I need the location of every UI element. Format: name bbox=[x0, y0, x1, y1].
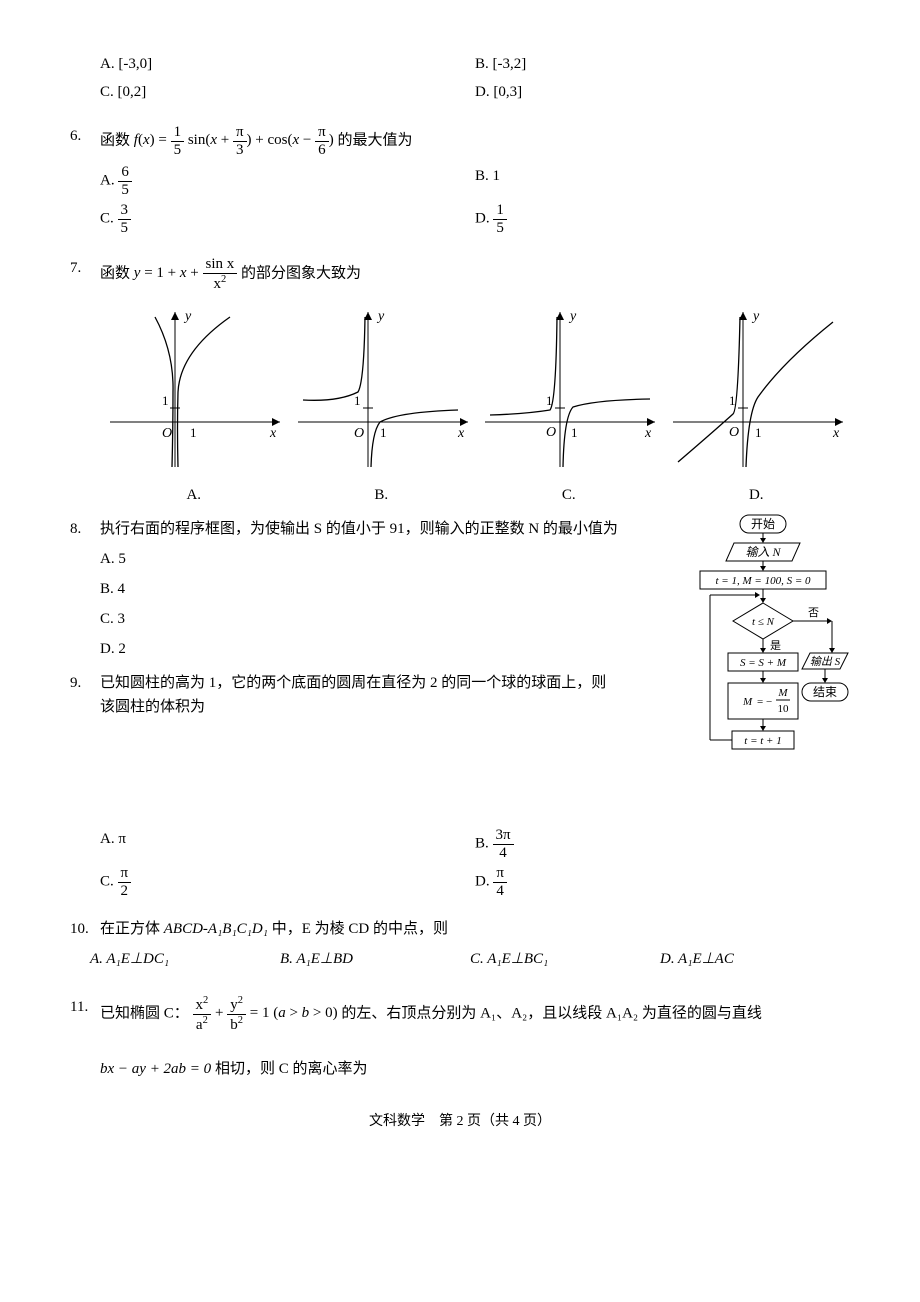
q5-choice-a: A. [-3,0] bbox=[100, 52, 475, 76]
q8: 8. 执行右面的程序框图，为使输出 S 的值小于 91，则输入的正整数 N 的最… bbox=[70, 517, 674, 541]
q7-graph-d: x y O 1 1 bbox=[663, 302, 851, 477]
q10: 10. 在正方体 ABCD-A₁B₁C₁D₁ 中，E 为棱 CD 的中点，则 bbox=[70, 917, 850, 941]
q8-num: 8. bbox=[70, 517, 100, 541]
q9-choice-a: A. π bbox=[100, 827, 475, 861]
svg-text:O: O bbox=[729, 425, 739, 440]
q9-stem-l1: 已知圆柱的高为 1，它的两个底面的圆周在直径为 2 的同一个球的球面上，则 bbox=[100, 671, 674, 695]
svg-text:1: 1 bbox=[354, 393, 361, 408]
q5-choice-b: B. [-3,2] bbox=[475, 52, 850, 76]
q7-labels: A. B. C. D. bbox=[100, 483, 850, 507]
q5-choice-c: C. [0,2] bbox=[100, 80, 475, 104]
q11: 11. 已知椭圆 C： x2a2 + y2b2 = 1 (a > b > 0) … bbox=[70, 995, 850, 1033]
svg-text:x: x bbox=[832, 426, 840, 441]
q7: 7. 函数 y = 1 + x + sin xx2 的部分图象大致为 bbox=[70, 256, 850, 292]
svg-text:x: x bbox=[644, 426, 652, 441]
fc-step3: t = t + 1 bbox=[744, 735, 781, 747]
fc-init: t = 1, M = 100, S = 0 bbox=[716, 575, 811, 587]
q5-choice-d: D. [0,3] bbox=[475, 80, 850, 104]
svg-text:y: y bbox=[751, 309, 760, 324]
q7-graphs: x y O 1 1 x y O 1 1 x y O 1 1 bbox=[100, 302, 850, 477]
q5-choices: A. [-3,0] B. [-3,2] C. [0,2] D. [0,3] bbox=[100, 50, 850, 106]
svg-text:1: 1 bbox=[755, 425, 762, 440]
q8-choice-d: D. 2 bbox=[100, 637, 674, 661]
q10-choice-a: A. A₁E⊥DC₁ bbox=[90, 947, 280, 971]
q7-graph-b: x y O 1 1 bbox=[288, 302, 476, 477]
q6-choices: A. 65 B. 1 C. 35 D. 15 bbox=[100, 162, 850, 238]
q8-stem: 执行右面的程序框图，为使输出 S 的值小于 91，则输入的正整数 N 的最小值为 bbox=[100, 521, 618, 537]
q9-choice-c: C. π2 bbox=[100, 865, 475, 899]
svg-text:x: x bbox=[457, 426, 465, 441]
q11-line2: bx − ay + 2ab = 0 相切，则 C 的离心率为 bbox=[100, 1057, 850, 1081]
q8-choices: A. 5 B. 4 C. 3 D. 2 bbox=[100, 547, 674, 661]
q10-choice-d: D. A₁E⊥AC bbox=[660, 947, 850, 971]
q10-choice-b: B. A₁E⊥BD bbox=[280, 947, 470, 971]
svg-text:M: M bbox=[742, 696, 753, 708]
q7-label-d: D. bbox=[663, 483, 851, 507]
fc-end: 结束 bbox=[813, 685, 837, 699]
fc-no: 否 bbox=[808, 607, 819, 619]
q6-choice-c: C. 35 bbox=[100, 202, 475, 236]
q9-choice-b: B. 3π4 bbox=[475, 827, 850, 861]
flowchart: 开始 输入 N t = 1, M = 100, S = 0 t ≤ N 否 是 … bbox=[680, 513, 850, 821]
fc-output: 输出 S bbox=[810, 655, 841, 668]
svg-text:1: 1 bbox=[729, 393, 736, 408]
svg-text:1: 1 bbox=[162, 393, 169, 408]
fc-input: 输入 N bbox=[745, 545, 781, 559]
fc-yes: 是 bbox=[770, 639, 781, 652]
q8-choice-a: A. 5 bbox=[100, 547, 674, 571]
q7-num: 7. bbox=[70, 256, 100, 280]
q10-choice-c: C. A₁E⊥BC₁ bbox=[470, 947, 660, 971]
q8-choice-b: B. 4 bbox=[100, 577, 674, 601]
q6: 6. 函数 f(x) = 15 sin(x + π3) + cos(x − π6… bbox=[70, 124, 850, 158]
flowchart-svg: 开始 输入 N t = 1, M = 100, S = 0 t ≤ N 否 是 … bbox=[680, 513, 850, 813]
svg-text:O: O bbox=[162, 426, 172, 441]
q10-num: 10. bbox=[70, 917, 100, 941]
q9-num: 9. bbox=[70, 671, 100, 695]
q8-choice-c: C. 3 bbox=[100, 607, 674, 631]
q7-stem: 函数 y = 1 + x + sin xx2 的部分图象大致为 bbox=[100, 256, 850, 292]
svg-text:y: y bbox=[183, 309, 192, 324]
q10-stem: 在正方体 ABCD-A₁B₁C₁D₁ 中，E 为棱 CD 的中点，则 bbox=[100, 917, 850, 941]
fc-step1: S = S + M bbox=[740, 657, 787, 669]
q6-choice-a: A. 65 bbox=[100, 164, 475, 198]
q9: 9. 已知圆柱的高为 1，它的两个底面的圆周在直径为 2 的同一个球的球面上，则… bbox=[70, 671, 674, 719]
q9-choices: A. π B. 3π4 C. π2 D. π4 bbox=[100, 825, 850, 901]
svg-text:O: O bbox=[354, 426, 364, 441]
q7-graph-c: x y O 1 1 bbox=[475, 302, 663, 477]
q7-label-b: B. bbox=[288, 483, 476, 507]
q9-stem-l2: 该圆柱的体积为 bbox=[100, 695, 674, 719]
q7-graph-a: x y O 1 1 bbox=[100, 302, 288, 477]
svg-text:x: x bbox=[269, 426, 277, 441]
svg-text:1: 1 bbox=[380, 425, 387, 440]
q11-num: 11. bbox=[70, 995, 100, 1019]
fc-start: 开始 bbox=[751, 517, 775, 531]
q6-choice-d: D. 15 bbox=[475, 202, 850, 236]
q11-stem: 已知椭圆 C： x2a2 + y2b2 = 1 (a > b > 0) 的左、右… bbox=[100, 995, 850, 1033]
q6-num: 6. bbox=[70, 124, 100, 148]
q6-stem: 函数 f(x) = 15 sin(x + π3) + cos(x − π6) 的… bbox=[100, 124, 850, 158]
svg-text:O: O bbox=[546, 425, 556, 440]
q8-q9-block: 8. 执行右面的程序框图，为使输出 S 的值小于 91，则输入的正整数 N 的最… bbox=[70, 513, 850, 821]
svg-text:y: y bbox=[568, 309, 577, 324]
svg-text:10: 10 bbox=[778, 703, 790, 715]
fc-cond: t ≤ N bbox=[752, 616, 775, 628]
svg-text:1: 1 bbox=[190, 425, 197, 440]
q6-choice-b: B. 1 bbox=[475, 164, 850, 198]
q9-choice-d: D. π4 bbox=[475, 865, 850, 899]
q7-label-c: C. bbox=[475, 483, 663, 507]
svg-text:M: M bbox=[777, 687, 788, 699]
q7-label-a: A. bbox=[100, 483, 288, 507]
svg-text:y: y bbox=[376, 309, 385, 324]
svg-text:= −: = − bbox=[757, 696, 772, 708]
svg-text:1: 1 bbox=[571, 425, 578, 440]
q10-choices: A. A₁E⊥DC₁ B. A₁E⊥BD C. A₁E⊥BC₁ D. A₁E⊥A… bbox=[90, 947, 850, 971]
page-footer: 文科数学 第 2 页（共 4 页） bbox=[70, 1111, 850, 1133]
